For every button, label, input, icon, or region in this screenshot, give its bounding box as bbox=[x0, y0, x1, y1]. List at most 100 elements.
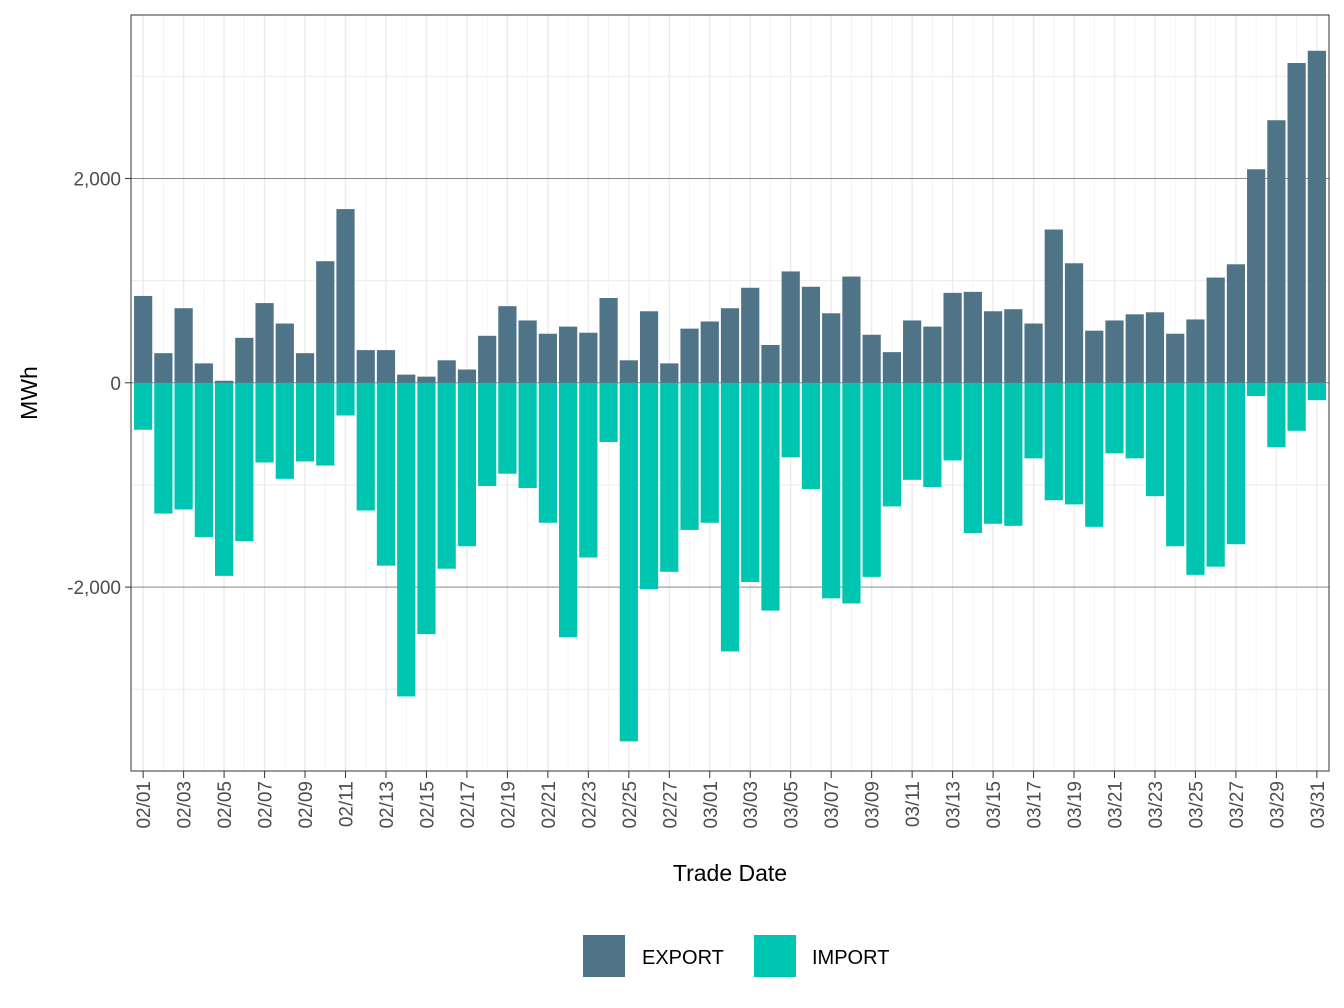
x-tick-label: 03/03 bbox=[741, 781, 762, 829]
x-tick-label: 03/17 bbox=[1025, 781, 1046, 829]
bar-import-02-19 bbox=[498, 382, 517, 474]
bar-import-03-24 bbox=[1166, 382, 1185, 547]
bar-export-02-15 bbox=[417, 376, 436, 383]
bar-import-03-29 bbox=[1267, 382, 1286, 448]
bar-import-02-07 bbox=[255, 382, 274, 463]
x-tick-label: 02/07 bbox=[256, 781, 277, 829]
legend-key-export bbox=[583, 935, 625, 977]
bar-export-03-13 bbox=[943, 292, 962, 383]
bar-export-03-06 bbox=[801, 286, 821, 383]
x-tick-label: 02/19 bbox=[498, 781, 519, 829]
bar-export-03-16 bbox=[1004, 309, 1023, 383]
bar-export-03-31 bbox=[1307, 50, 1326, 383]
bar-import-03-09 bbox=[862, 382, 881, 577]
bar-export-02-11 bbox=[336, 209, 355, 383]
x-tick-label: 03/07 bbox=[822, 781, 843, 829]
y-axis: -2,000 0 2,000 bbox=[67, 169, 131, 599]
bar-export-03-11 bbox=[903, 320, 922, 383]
legend-label-export: EXPORT bbox=[642, 947, 724, 969]
bar-import-02-12 bbox=[356, 382, 375, 511]
x-tick-label: 03/01 bbox=[701, 781, 722, 829]
bar-export-02-27 bbox=[660, 363, 679, 383]
legend-key-import bbox=[754, 935, 796, 977]
bar-import-03-21 bbox=[1105, 382, 1124, 454]
bar-import-02-25 bbox=[619, 382, 638, 742]
bar-import-03-19 bbox=[1064, 382, 1084, 505]
bar-import-02-28 bbox=[680, 382, 699, 530]
bar-export-02-23 bbox=[579, 332, 598, 383]
bar-export-02-07 bbox=[255, 303, 274, 383]
x-tick-label: 02/05 bbox=[215, 781, 236, 829]
bar-import-02-03 bbox=[174, 382, 193, 510]
bar-import-03-07 bbox=[822, 382, 841, 599]
bar-import-02-02 bbox=[154, 382, 173, 514]
bar-import-03-23 bbox=[1145, 382, 1165, 497]
bar-import-02-11 bbox=[336, 382, 355, 416]
bar-export-03-14 bbox=[963, 291, 982, 383]
bar-export-02-03 bbox=[174, 308, 193, 383]
bar-import-03-28 bbox=[1247, 382, 1266, 397]
x-tick-label: 02/11 bbox=[337, 781, 358, 827]
bar-export-03-27 bbox=[1226, 264, 1246, 383]
bar-import-02-04 bbox=[194, 382, 213, 538]
bar-import-02-23 bbox=[579, 382, 598, 558]
y-tick-label: -2,000 bbox=[67, 578, 121, 599]
legend-label-import: IMPORT bbox=[812, 947, 889, 969]
bar-import-03-03 bbox=[741, 382, 760, 582]
x-tick-label: 03/25 bbox=[1186, 781, 1207, 829]
x-tick-label: 02/15 bbox=[417, 781, 438, 829]
bar-export-03-04 bbox=[761, 344, 780, 383]
bar-export-02-18 bbox=[478, 335, 497, 383]
bar-import-03-08 bbox=[842, 382, 861, 604]
bar-export-02-06 bbox=[235, 337, 254, 383]
bar-import-03-02 bbox=[720, 382, 740, 652]
x-tick-label: 03/13 bbox=[944, 781, 965, 829]
bar-import-03-27 bbox=[1226, 382, 1246, 545]
bar-import-02-01 bbox=[134, 382, 153, 430]
x-tick-label: 02/13 bbox=[377, 781, 398, 829]
x-tick-label: 03/23 bbox=[1146, 781, 1167, 829]
bar-export-02-25 bbox=[619, 360, 638, 383]
bar-export-03-02 bbox=[720, 308, 740, 383]
bar-export-03-07 bbox=[822, 313, 841, 383]
bar-import-03-31 bbox=[1307, 382, 1326, 401]
bar-export-03-22 bbox=[1125, 314, 1144, 383]
bar-export-03-24 bbox=[1166, 333, 1185, 383]
bar-export-03-17 bbox=[1024, 323, 1043, 383]
bar-export-02-09 bbox=[295, 353, 315, 383]
bar-import-02-13 bbox=[376, 382, 396, 566]
bar-import-03-11 bbox=[903, 382, 922, 480]
bar-import-02-08 bbox=[275, 382, 294, 479]
x-tick-label: 02/27 bbox=[660, 781, 681, 829]
x-tick-label: 02/17 bbox=[458, 781, 479, 829]
x-tick-label: 02/21 bbox=[539, 781, 560, 829]
bar-import-02-15 bbox=[417, 382, 436, 635]
x-tick-label: 03/11 bbox=[903, 781, 924, 827]
bar-import-03-04 bbox=[761, 382, 780, 611]
x-tick-label: 02/01 bbox=[134, 781, 155, 829]
bar-export-03-30 bbox=[1287, 63, 1306, 383]
bar-export-03-28 bbox=[1247, 169, 1266, 383]
bar-export-03-25 bbox=[1186, 319, 1205, 383]
bar-import-03-05 bbox=[781, 382, 800, 458]
bar-export-02-14 bbox=[397, 374, 416, 383]
x-tick-label: 03/21 bbox=[1105, 781, 1126, 829]
bar-import-03-26 bbox=[1206, 382, 1225, 567]
bar-export-02-24 bbox=[599, 297, 618, 383]
bar-export-02-10 bbox=[316, 261, 335, 383]
bar-export-03-09 bbox=[862, 334, 881, 383]
x-axis: 02/01 02/03 02/05 02/07 02/09 02/11 02/13 02/15… bbox=[134, 771, 1329, 829]
bar-import-02-16 bbox=[437, 382, 456, 569]
y-axis-title: MWh bbox=[16, 366, 42, 420]
bar-import-03-01 bbox=[700, 382, 719, 523]
bar-import-03-22 bbox=[1125, 382, 1144, 459]
bar-export-03-15 bbox=[983, 311, 1003, 383]
bar-export-03-29 bbox=[1267, 120, 1286, 383]
bar-export-03-18 bbox=[1044, 229, 1063, 383]
bar-export-02-21 bbox=[538, 333, 557, 383]
bar-import-02-26 bbox=[639, 382, 659, 590]
y-tick-label: 0 bbox=[110, 374, 121, 395]
bar-export-02-05 bbox=[214, 380, 234, 383]
x-tick-label: 03/29 bbox=[1267, 781, 1288, 829]
